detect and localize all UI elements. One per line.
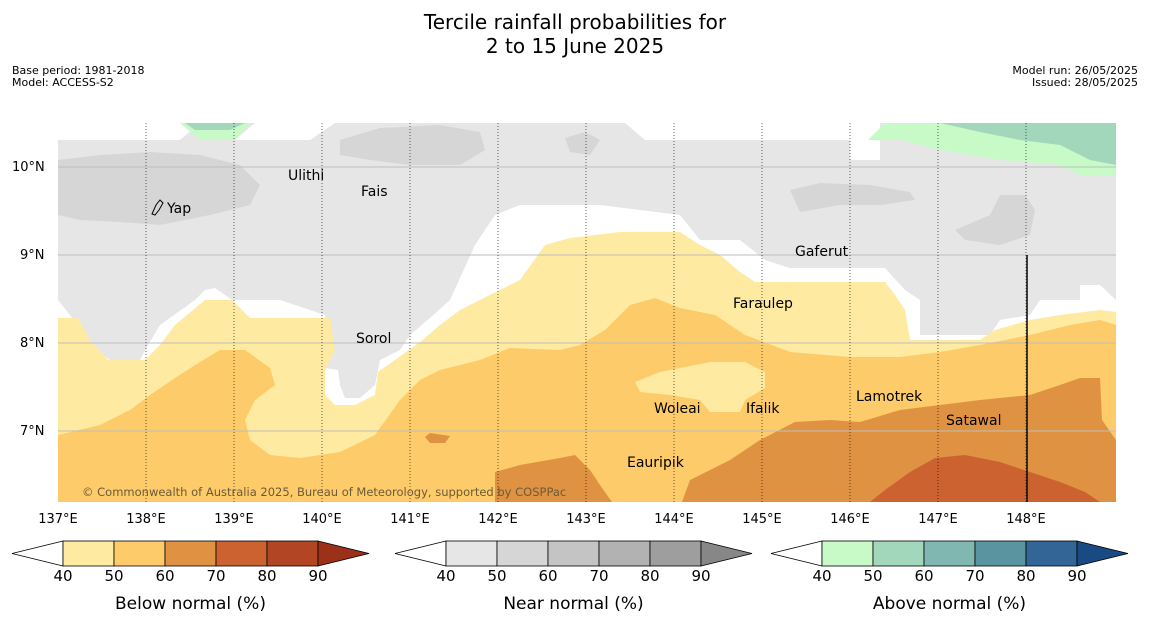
colorbar-segment [1025, 540, 1078, 567]
lat-tick: 7°N [20, 424, 45, 439]
colorbar-tick-label: 60 [538, 567, 557, 585]
map-gridlines [58, 123, 1116, 502]
below-normal-40-50-island [635, 362, 765, 412]
lon-tick: 138°E [126, 512, 166, 527]
above-normal-40-50-region [180, 123, 1116, 175]
lon-tick: 142°E [478, 512, 518, 527]
lon-tick: 147°E [918, 512, 958, 527]
colorbar-low-extension [770, 540, 823, 567]
colorbar-3: 40 50 60 70 80 90 Above normal (%) [770, 540, 1129, 614]
lon-tick: 137°E [38, 512, 78, 527]
place-faraulep: Faraulep [733, 296, 793, 312]
lon-tick: 145°E [742, 512, 782, 527]
colorbar-segment [215, 540, 268, 567]
near-normal-50-60-blob-far-east [955, 195, 1035, 245]
meta-left: Base period: 1981-2018 Model: ACCESS-S2 [12, 65, 144, 89]
map-title-line2: 2 to 15 June 2025 [485, 34, 665, 58]
lon-tick: 139°E [214, 512, 254, 527]
colorbar-tick-label: 40 [436, 567, 455, 585]
place-eauripik: Eauripik [627, 455, 685, 471]
map-title-line1: Tercile rainfall probabilities for [423, 10, 727, 34]
latitude-tick-labels: 10°N 9°N 8°N 7°N [12, 160, 45, 439]
colorbar-1: 40 50 60 70 80 90 Below normal (%) [11, 540, 370, 614]
colorbar-low-extension [11, 540, 64, 567]
place-fais: Fais [361, 184, 388, 200]
place-ifalik: Ifalik [746, 401, 780, 417]
lon-tick: 143°E [566, 512, 606, 527]
place-sorol: Sorol [356, 331, 391, 347]
colorbar-2: 40 50 60 70 80 90 Near normal (%) [394, 540, 753, 614]
colorbar-legends: 40 50 60 70 80 90 Below normal (%) 40 50 60 70 80 90… [11, 540, 1129, 614]
lat-tick: 10°N [12, 160, 45, 175]
above-normal-50-60-region [185, 123, 1116, 165]
colorbar-tick-label: 80 [1016, 567, 1035, 585]
colorbar-segment [923, 540, 976, 567]
colorbar-tick-label: 40 [812, 567, 831, 585]
place-satawal: Satawal [946, 413, 1001, 429]
colorbar-segment [547, 540, 600, 567]
colorbar-tick-label: 70 [206, 567, 225, 585]
colorbar-tick-label: 40 [53, 567, 72, 585]
colorbar-tick-label: 90 [691, 567, 710, 585]
place-ulithi: Ulithi [288, 168, 324, 184]
model-run: Model run: 26/05/2025 [1012, 64, 1138, 77]
colorbar-segment [872, 540, 925, 567]
place-gaferut: Gaferut [795, 244, 849, 260]
lat-tick: 9°N [20, 248, 45, 263]
meta-right: Model run: 26/05/2025 Issued: 28/05/2025 [1012, 65, 1138, 89]
lat-tick: 8°N [20, 336, 45, 351]
colorbar-segment [821, 540, 874, 567]
probability-field [58, 123, 1116, 502]
lon-tick: 148°E [1006, 512, 1046, 527]
colorbar-low-extension [394, 540, 447, 567]
colorbar-title: Above normal (%) [873, 594, 1026, 614]
colorbar-segment [496, 540, 549, 567]
colorbar-segment [164, 540, 217, 567]
colorbar-high-extension [1076, 540, 1129, 567]
near-normal-50-60-blob-small [565, 132, 600, 155]
base-period: Base period: 1981-2018 [12, 64, 145, 77]
near-normal-50-60-blob-west [58, 152, 260, 225]
colorbar-title: Near normal (%) [503, 594, 643, 614]
lon-tick: 141°E [390, 512, 430, 527]
issued-date: Issued: 28/05/2025 [1031, 76, 1138, 89]
colorbar-tick-label: 80 [640, 567, 659, 585]
colorbar-tick-label: 60 [914, 567, 933, 585]
colorbar-tick-label: 50 [863, 567, 882, 585]
colorbar-segment [62, 540, 115, 567]
colorbar-tick-label: 80 [257, 567, 276, 585]
near-normal-50-60-blob-north [340, 125, 485, 165]
colorbar-high-extension [317, 540, 370, 567]
place-yap: Yap [166, 201, 191, 217]
colorbar-tick-label: 90 [308, 567, 327, 585]
place-labels: Ulithi Fais Yap Gaferut Faraulep Sorol L… [166, 168, 1001, 471]
colorbar-segment [113, 540, 166, 567]
longitude-tick-labels: 137°E 138°E 139°E 140°E 141°E 142°E 143°… [38, 512, 1046, 527]
colorbar-segment [266, 540, 319, 567]
colorbar-segment [598, 540, 651, 567]
place-woleai: Woleai [654, 401, 701, 417]
colorbar-segment [445, 540, 498, 567]
lon-tick: 140°E [302, 512, 342, 527]
near-normal-50-60-blob-east [790, 183, 915, 212]
lon-tick: 144°E [654, 512, 694, 527]
colorbar-segment [974, 540, 1027, 567]
colorbar-high-extension [700, 540, 753, 567]
colorbar-tick-label: 70 [589, 567, 608, 585]
copyright-notice: © Commonwealth of Australia 2025, Bureau… [82, 485, 566, 499]
colorbar-tick-label: 60 [155, 567, 174, 585]
colorbar-tick-label: 50 [487, 567, 506, 585]
lon-tick: 146°E [830, 512, 870, 527]
yap-island-outline [151, 199, 164, 216]
colorbar-segment [649, 540, 702, 567]
colorbar-tick-label: 70 [965, 567, 984, 585]
below-normal-70-80-region [870, 455, 1100, 502]
colorbar-title: Below normal (%) [115, 594, 266, 614]
model-name: Model: ACCESS-S2 [12, 76, 114, 89]
place-lamotrek: Lamotrek [856, 389, 923, 405]
colorbar-tick-label: 90 [1067, 567, 1086, 585]
colorbar-tick-label: 50 [104, 567, 123, 585]
